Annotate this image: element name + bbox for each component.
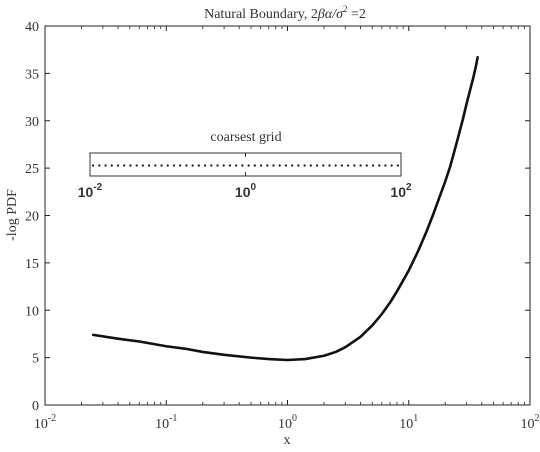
- inset-point: [353, 164, 356, 167]
- y-tick-label: 30: [25, 115, 39, 130]
- inset-point: [141, 164, 144, 167]
- inset-point: [154, 164, 157, 167]
- y-tick-label: 40: [25, 20, 39, 35]
- inset-point: [278, 164, 281, 167]
- y-tick-label: 0: [32, 399, 39, 414]
- inset-point: [328, 164, 331, 167]
- x-axis-ticks: 10-2 10-1 100 101 102: [34, 26, 540, 432]
- inset-point: [247, 164, 250, 167]
- inset-point: [235, 164, 238, 167]
- inset-point: [365, 164, 368, 167]
- inset-point: [347, 164, 350, 167]
- chart-title-prefix: Natural Boundary, 2: [204, 7, 318, 22]
- inset-point: [135, 164, 138, 167]
- inset-point: [191, 164, 194, 167]
- inset-point: [315, 164, 319, 167]
- chart-title-alpha: α: [325, 7, 333, 22]
- plot-area: [44, 25, 531, 406]
- inset-point: [390, 164, 393, 167]
- inset-point: [384, 164, 387, 167]
- inset-point: [172, 164, 176, 167]
- inset-point: [259, 164, 263, 167]
- y-tick-label: 5: [32, 352, 39, 367]
- inset-point: [179, 164, 182, 167]
- x-tick-label: 101: [399, 413, 418, 432]
- inset-point: [185, 164, 188, 167]
- inset-point: [371, 164, 375, 167]
- x-tick-label: 10-2: [34, 413, 56, 432]
- inset-point: [116, 164, 120, 167]
- y-axis-ticks: 0 5 10 15 20 25 30 35 40: [25, 20, 530, 414]
- x-tick-label: 102: [521, 413, 540, 432]
- inset-tick-label: 10-2: [78, 182, 103, 200]
- inset-point: [166, 164, 169, 167]
- x-tick-label: 100: [278, 413, 297, 432]
- y-tick-label: 25: [25, 162, 39, 177]
- inset-points: [92, 164, 399, 167]
- y-tick-label: 35: [25, 67, 39, 82]
- inset-point: [123, 164, 126, 167]
- inset-tick-label: 100: [235, 182, 257, 200]
- x-axis-label: x: [284, 433, 291, 448]
- inset-point: [272, 164, 275, 167]
- inset-tick-label: 102: [390, 182, 412, 200]
- inset-point: [297, 164, 300, 167]
- inset-point: [129, 164, 132, 167]
- inset-title: coarsest grid: [210, 130, 281, 145]
- chart-title-slash: /: [331, 7, 337, 22]
- inset-point: [222, 164, 225, 167]
- inset-point: [110, 164, 113, 167]
- x-tick-label: 10-1: [155, 413, 177, 432]
- inset-point: [340, 164, 344, 167]
- inset-point: [210, 164, 213, 167]
- inset-point: [291, 164, 294, 167]
- inset-point: [104, 164, 107, 167]
- y-axis-label: -log PDF: [5, 189, 20, 241]
- chart-title-suffix: =2: [348, 7, 366, 22]
- chart-title-sup: 2: [343, 4, 348, 14]
- inset-point: [359, 164, 362, 167]
- inset-point: [228, 164, 232, 167]
- inset-point: [197, 164, 200, 167]
- y-tick-label: 15: [25, 257, 39, 272]
- series-line: [91, 55, 479, 362]
- inset-point: [378, 164, 381, 167]
- inset-point: [203, 164, 207, 167]
- inset-point: [216, 164, 219, 167]
- inset-x-ticks: 10-2 100 102: [78, 153, 412, 200]
- inset-point: [147, 164, 151, 167]
- inset-point: [98, 164, 101, 167]
- inset-point: [253, 164, 256, 167]
- y-tick-label: 20: [25, 210, 39, 225]
- chart-title-sigma: σ: [336, 7, 344, 22]
- inset-point: [303, 164, 306, 167]
- inset-point: [396, 164, 399, 167]
- inset-point: [241, 164, 244, 167]
- inset-point: [92, 164, 95, 167]
- inset-point: [309, 164, 312, 167]
- inset-chart: coarsest grid 10-2 100 102: [78, 130, 412, 200]
- inset-point: [334, 164, 337, 167]
- chart-title: Natural Boundary, 2βα/σ2 =2: [204, 4, 366, 22]
- y-tick-label: 10: [25, 304, 39, 319]
- inset-point: [160, 164, 163, 167]
- inset-point: [266, 164, 269, 167]
- inset-point: [284, 164, 288, 167]
- inset-point: [322, 164, 325, 167]
- chart-title-beta: β: [317, 7, 325, 22]
